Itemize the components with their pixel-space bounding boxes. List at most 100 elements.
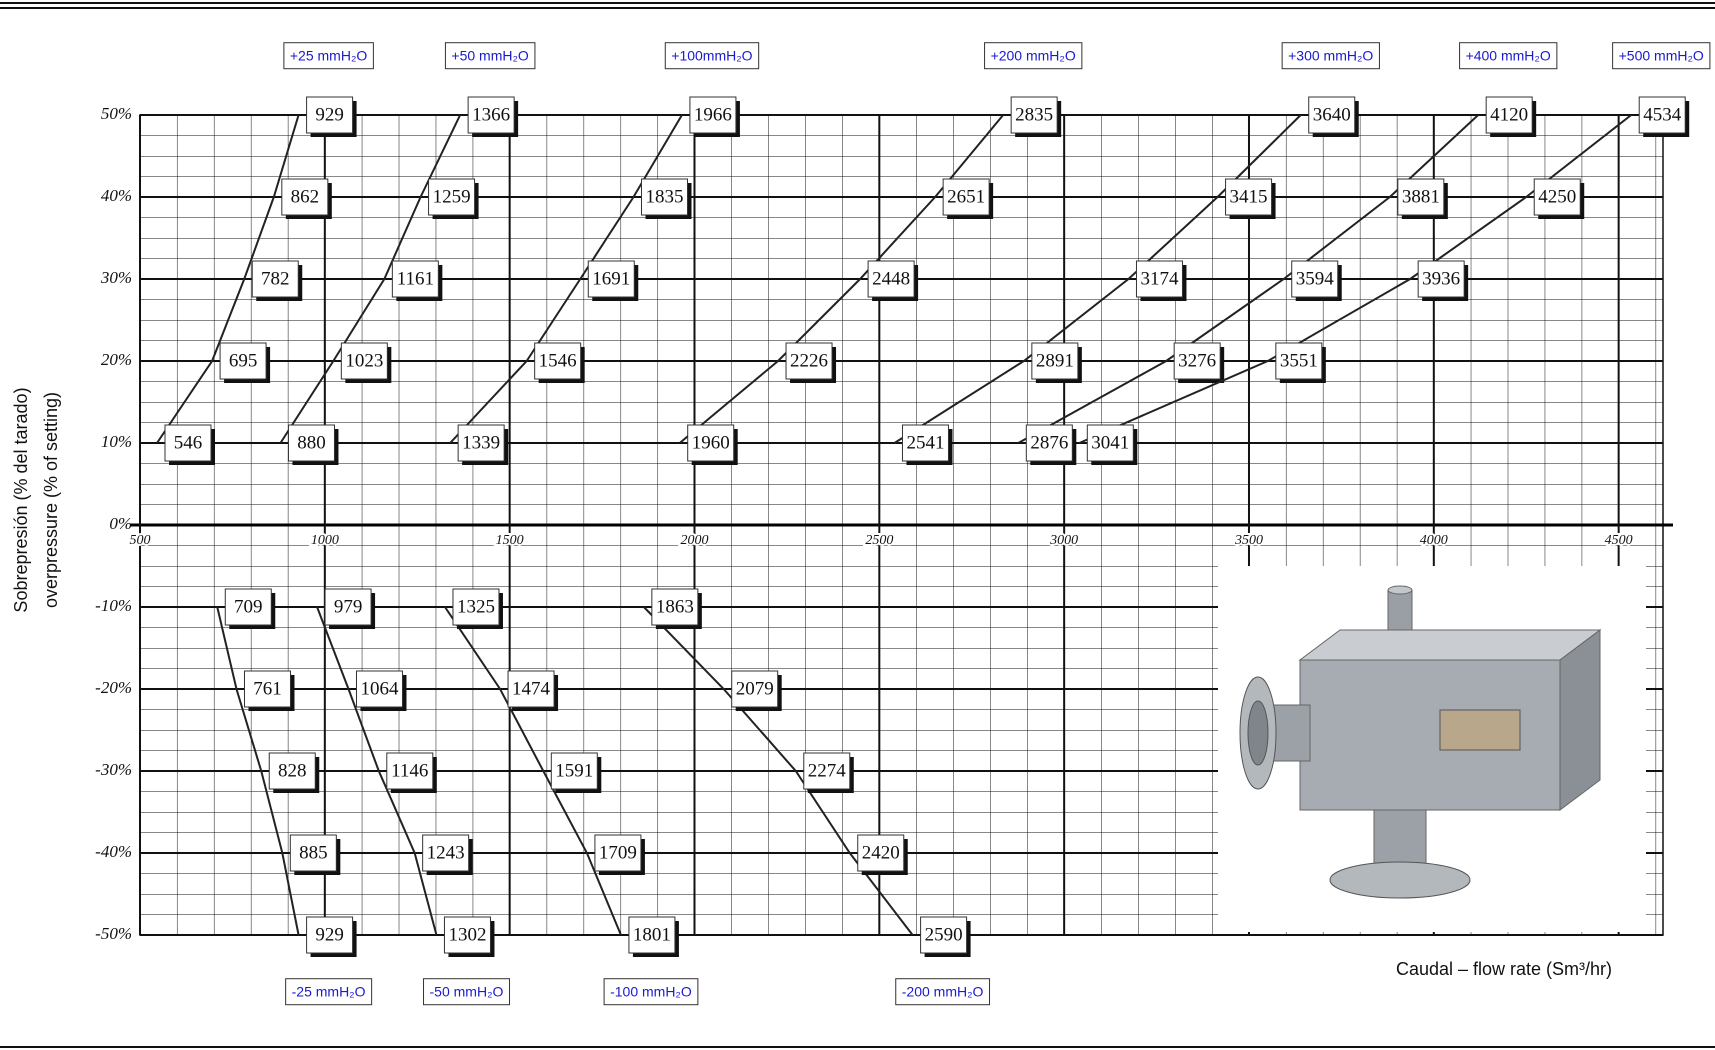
data-label: 3276 bbox=[1178, 350, 1216, 371]
series-name-box bbox=[895, 978, 991, 1006]
x-tick-label: 4000 bbox=[1420, 533, 1448, 548]
series-line bbox=[444, 606, 622, 936]
series-name: +200 mmH₂O bbox=[991, 48, 1076, 64]
data-label-box bbox=[803, 752, 851, 790]
data-label-box bbox=[901, 424, 949, 462]
data-label: 2274 bbox=[808, 760, 847, 781]
data-label-box bbox=[1225, 178, 1273, 216]
series-name-box bbox=[285, 978, 373, 1006]
data-label: 3415 bbox=[1230, 186, 1268, 207]
series-name: -200 mmH₂O bbox=[902, 984, 984, 1000]
data-label: 4534 bbox=[1643, 104, 1682, 125]
data-label-box bbox=[224, 588, 272, 626]
data-label: 1302 bbox=[448, 924, 486, 945]
data-label-box bbox=[640, 178, 688, 216]
data-label-box bbox=[251, 260, 299, 298]
series-name-box bbox=[444, 42, 536, 70]
data-label-box bbox=[507, 670, 555, 708]
y-tick-label: -30% bbox=[95, 760, 132, 779]
data-label: 2891 bbox=[1036, 350, 1074, 371]
y-tick-label: 50% bbox=[101, 104, 132, 123]
data-label-box bbox=[452, 588, 500, 626]
data-label-box bbox=[428, 178, 476, 216]
data-label-box bbox=[268, 752, 316, 790]
data-label: 929 bbox=[315, 924, 344, 945]
data-label: 1064 bbox=[360, 678, 399, 699]
data-label: 1366 bbox=[472, 104, 510, 125]
series-line bbox=[279, 114, 462, 444]
data-label-box bbox=[1291, 260, 1339, 298]
data-label: 3551 bbox=[1280, 350, 1318, 371]
data-label: 1161 bbox=[397, 268, 434, 289]
data-label-box bbox=[689, 96, 737, 134]
data-label-box bbox=[731, 670, 779, 708]
data-label-box bbox=[355, 670, 403, 708]
data-label: 3174 bbox=[1140, 268, 1179, 289]
data-label: 2420 bbox=[862, 842, 900, 863]
data-label-box bbox=[942, 178, 990, 216]
y-tick-label: 30% bbox=[100, 268, 132, 287]
plot: -50% -40% -30% -20% -10% 0% 10% 20% 30% 40% 50% 500… bbox=[11, 42, 1711, 1006]
data-label-box bbox=[1135, 260, 1183, 298]
data-label: 880 bbox=[297, 432, 326, 453]
data-label: 1243 bbox=[427, 842, 465, 863]
series-name: +500 mmH₂O bbox=[1619, 48, 1704, 64]
data-label: 979 bbox=[334, 596, 363, 617]
series-name: +50 mmH₂O bbox=[451, 48, 529, 64]
data-label: 1339 bbox=[462, 432, 500, 453]
data-label: 862 bbox=[291, 186, 320, 207]
series-name-box bbox=[664, 42, 760, 70]
data-label: 2079 bbox=[736, 678, 774, 699]
data-label-box bbox=[1031, 342, 1079, 380]
data-label-box bbox=[386, 752, 434, 790]
y-tick-label: 20% bbox=[101, 350, 132, 369]
data-label: 2835 bbox=[1015, 104, 1053, 125]
series-name: -25 mmH₂O bbox=[292, 984, 366, 1000]
data-label-box bbox=[340, 342, 388, 380]
data-label-box bbox=[281, 178, 329, 216]
series-name: -50 mmH₂O bbox=[430, 984, 504, 1000]
series-name: -100 mmH₂O bbox=[610, 984, 692, 1000]
data-label: 3936 bbox=[1422, 268, 1460, 289]
data-label: 4120 bbox=[1490, 104, 1528, 125]
data-label-box bbox=[306, 96, 354, 134]
x-tick-label: 3500 bbox=[1234, 533, 1263, 548]
data-label-box bbox=[1173, 342, 1221, 380]
data-label-box bbox=[1086, 424, 1134, 462]
x-tick-label: 4500 bbox=[1605, 533, 1633, 548]
data-label: 3881 bbox=[1402, 186, 1440, 207]
series-line bbox=[643, 606, 914, 936]
series-name: +300 mmH₂O bbox=[1288, 48, 1373, 64]
data-label-box bbox=[920, 916, 968, 954]
series-name-box bbox=[1612, 42, 1711, 70]
series-name: +25 mmH₂O bbox=[290, 48, 368, 64]
series-name-box bbox=[283, 42, 374, 70]
x-tick-label: 2500 bbox=[865, 533, 893, 548]
series-line bbox=[893, 114, 1302, 444]
series-name: +100mmH₂O bbox=[671, 48, 752, 64]
data-label-box bbox=[391, 260, 439, 298]
series-line bbox=[679, 114, 1004, 444]
data-label: 2590 bbox=[925, 924, 963, 945]
data-label-box bbox=[1533, 178, 1581, 216]
y-tick-label: -40% bbox=[95, 842, 132, 861]
data-label-box bbox=[324, 588, 372, 626]
data-label-box bbox=[1397, 178, 1445, 216]
data-label: 1325 bbox=[457, 596, 495, 617]
data-label: 1591 bbox=[555, 760, 593, 781]
product-photo bbox=[1218, 566, 1646, 932]
data-label-box bbox=[1275, 342, 1323, 380]
y-tick-label: 10% bbox=[101, 432, 132, 451]
y-tick-label: 0% bbox=[109, 514, 132, 533]
data-label: 1863 bbox=[656, 596, 694, 617]
data-label: 1835 bbox=[645, 186, 683, 207]
data-label-box bbox=[1638, 96, 1686, 134]
data-label: 3041 bbox=[1091, 432, 1129, 453]
data-label: 1960 bbox=[692, 432, 730, 453]
data-label-box bbox=[1308, 96, 1356, 134]
x-tick-label: 500 bbox=[130, 533, 151, 548]
data-label: 1023 bbox=[345, 350, 383, 371]
y-tick-label: -50% bbox=[95, 924, 132, 943]
data-label-box bbox=[1025, 424, 1073, 462]
